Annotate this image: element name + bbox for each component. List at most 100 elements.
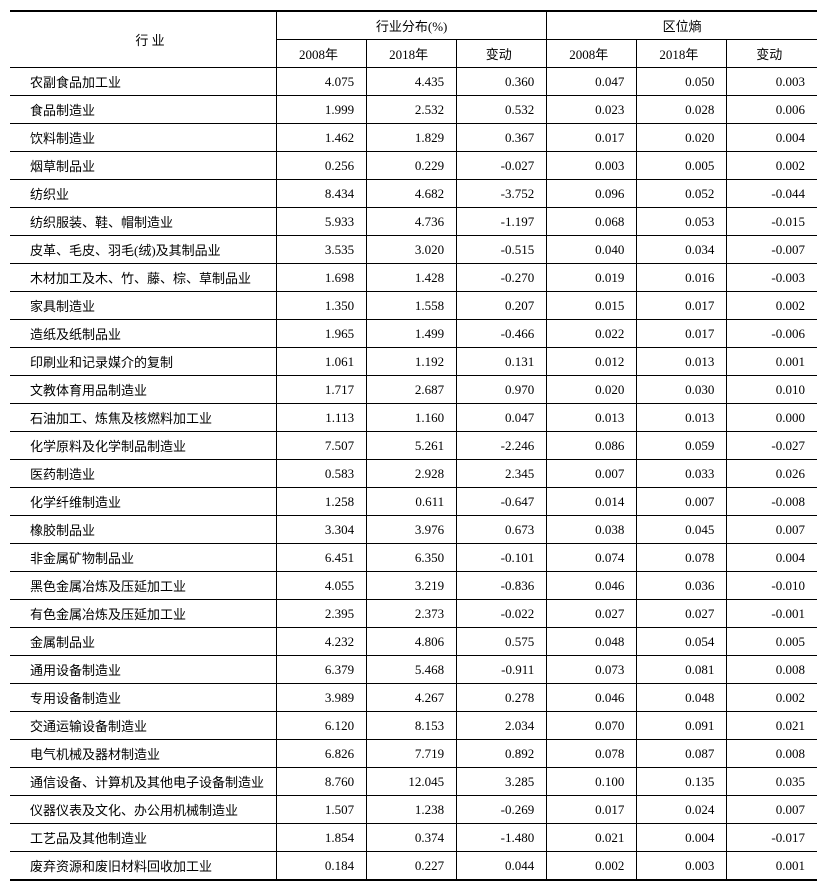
cell-c: 0.532 <box>457 96 547 124</box>
cell-name: 通用设备制造业 <box>10 656 277 684</box>
cell-a: 8.434 <box>277 180 367 208</box>
cell-c: 0.044 <box>457 852 547 881</box>
cell-f: 0.007 <box>727 516 817 544</box>
cell-b: 1.192 <box>367 348 457 376</box>
table-row: 有色金属冶炼及压延加工业2.3952.373-0.0220.0270.027-0… <box>10 600 817 628</box>
cell-e: 0.005 <box>637 152 727 180</box>
cell-name: 金属制品业 <box>10 628 277 656</box>
cell-f: 0.001 <box>727 852 817 881</box>
table-row: 化学原料及化学制品制造业7.5075.261-2.2460.0860.059-0… <box>10 432 817 460</box>
cell-name: 石油加工、炼焦及核燃料加工业 <box>10 404 277 432</box>
cell-c: -0.466 <box>457 320 547 348</box>
cell-f: 0.004 <box>727 544 817 572</box>
cell-e: 0.053 <box>637 208 727 236</box>
cell-a: 1.698 <box>277 264 367 292</box>
cell-e: 0.004 <box>637 824 727 852</box>
cell-f: 0.021 <box>727 712 817 740</box>
table-row: 通信设备、计算机及其他电子设备制造业8.76012.0453.2850.1000… <box>10 768 817 796</box>
cell-c: -0.022 <box>457 600 547 628</box>
table-row: 烟草制品业0.2560.229-0.0270.0030.0050.002 <box>10 152 817 180</box>
cell-c: -2.246 <box>457 432 547 460</box>
cell-name: 电气机械及器材制造业 <box>10 740 277 768</box>
cell-e: 0.027 <box>637 600 727 628</box>
cell-b: 2.928 <box>367 460 457 488</box>
cell-a: 3.989 <box>277 684 367 712</box>
cell-a: 0.256 <box>277 152 367 180</box>
cell-c: 2.345 <box>457 460 547 488</box>
cell-b: 3.976 <box>367 516 457 544</box>
table-row: 专用设备制造业3.9894.2670.2780.0460.0480.002 <box>10 684 817 712</box>
table-row: 食品制造业1.9992.5320.5320.0230.0280.006 <box>10 96 817 124</box>
cell-c: -0.647 <box>457 488 547 516</box>
cell-c: -0.027 <box>457 152 547 180</box>
cell-a: 4.075 <box>277 68 367 96</box>
cell-b: 0.374 <box>367 824 457 852</box>
cell-c: -0.101 <box>457 544 547 572</box>
cell-f: -0.017 <box>727 824 817 852</box>
cell-b: 4.682 <box>367 180 457 208</box>
table-row: 皮革、毛皮、羽毛(绒)及其制品业3.5353.020-0.5150.0400.0… <box>10 236 817 264</box>
cell-name: 饮料制造业 <box>10 124 277 152</box>
table-row: 农副食品加工业4.0754.4350.3600.0470.0500.003 <box>10 68 817 96</box>
cell-f: 0.008 <box>727 656 817 684</box>
cell-d: 0.070 <box>547 712 637 740</box>
cell-f: 0.002 <box>727 684 817 712</box>
cell-d: 0.014 <box>547 488 637 516</box>
cell-c: 0.970 <box>457 376 547 404</box>
cell-c: 0.131 <box>457 348 547 376</box>
cell-d: 0.086 <box>547 432 637 460</box>
cell-a: 6.120 <box>277 712 367 740</box>
cell-f: -0.007 <box>727 236 817 264</box>
table-row: 非金属矿物制品业6.4516.350-0.1010.0740.0780.004 <box>10 544 817 572</box>
cell-name: 烟草制品业 <box>10 152 277 180</box>
cell-d: 0.013 <box>547 404 637 432</box>
cell-name: 工艺品及其他制造业 <box>10 824 277 852</box>
table-body: 农副食品加工业4.0754.4350.3600.0470.0500.003食品制… <box>10 68 817 881</box>
cell-name: 食品制造业 <box>10 96 277 124</box>
cell-f: 0.026 <box>727 460 817 488</box>
cell-e: 0.135 <box>637 768 727 796</box>
col-header-2008b: 2008年 <box>547 40 637 68</box>
cell-name: 废弃资源和废旧材料回收加工业 <box>10 852 277 881</box>
cell-name: 仪器仪表及文化、办公用机械制造业 <box>10 796 277 824</box>
cell-a: 1.507 <box>277 796 367 824</box>
cell-d: 0.007 <box>547 460 637 488</box>
col-header-change-a: 变动 <box>457 40 547 68</box>
cell-c: -0.836 <box>457 572 547 600</box>
table-row: 仪器仪表及文化、办公用机械制造业1.5071.238-0.2690.0170.0… <box>10 796 817 824</box>
cell-b: 5.261 <box>367 432 457 460</box>
cell-a: 1.999 <box>277 96 367 124</box>
table-row: 橡胶制品业3.3043.9760.6730.0380.0450.007 <box>10 516 817 544</box>
table-row: 金属制品业4.2324.8060.5750.0480.0540.005 <box>10 628 817 656</box>
cell-c: 0.367 <box>457 124 547 152</box>
cell-b: 4.435 <box>367 68 457 96</box>
cell-c: 0.360 <box>457 68 547 96</box>
cell-a: 1.113 <box>277 404 367 432</box>
cell-e: 0.028 <box>637 96 727 124</box>
cell-d: 0.021 <box>547 824 637 852</box>
cell-c: 0.673 <box>457 516 547 544</box>
cell-e: 0.007 <box>637 488 727 516</box>
cell-b: 1.160 <box>367 404 457 432</box>
cell-d: 0.017 <box>547 124 637 152</box>
cell-name: 通信设备、计算机及其他电子设备制造业 <box>10 768 277 796</box>
cell-name: 专用设备制造业 <box>10 684 277 712</box>
cell-d: 0.015 <box>547 292 637 320</box>
cell-d: 0.019 <box>547 264 637 292</box>
cell-e: 0.017 <box>637 320 727 348</box>
cell-name: 造纸及纸制品业 <box>10 320 277 348</box>
cell-a: 6.379 <box>277 656 367 684</box>
cell-b: 1.428 <box>367 264 457 292</box>
cell-c: 0.278 <box>457 684 547 712</box>
cell-e: 0.091 <box>637 712 727 740</box>
cell-a: 1.854 <box>277 824 367 852</box>
col-header-2008a: 2008年 <box>277 40 367 68</box>
table-row: 纺织服装、鞋、帽制造业5.9334.736-1.1970.0680.053-0.… <box>10 208 817 236</box>
cell-b: 0.229 <box>367 152 457 180</box>
cell-a: 6.826 <box>277 740 367 768</box>
cell-d: 0.073 <box>547 656 637 684</box>
col-group-quotient: 区位熵 <box>547 11 817 40</box>
cell-name: 皮革、毛皮、羽毛(绒)及其制品业 <box>10 236 277 264</box>
cell-b: 2.373 <box>367 600 457 628</box>
cell-f: 0.000 <box>727 404 817 432</box>
